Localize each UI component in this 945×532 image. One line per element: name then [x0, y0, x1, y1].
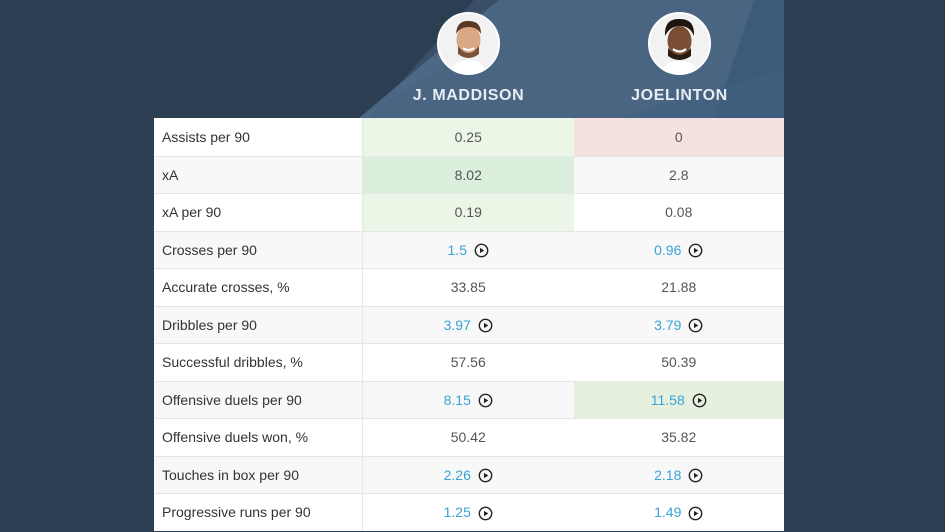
play-video-icon[interactable]	[478, 393, 493, 408]
value-text: 0.08	[665, 204, 693, 221]
play-video-icon[interactable]	[692, 393, 707, 408]
value-text: 50.42	[450, 429, 486, 446]
stat-label: xA	[154, 156, 363, 193]
player-column-header-2: JOELINTON	[574, 0, 784, 118]
player-avatar[interactable]	[648, 12, 711, 75]
player-1-value[interactable]: 8.15	[363, 382, 574, 419]
value-text[interactable]: 1.5	[447, 241, 467, 258]
player-2-value: 50.39	[574, 344, 785, 381]
play-video-icon[interactable]	[478, 468, 493, 483]
table-row: Touches in box per 90 2.26 2.18	[154, 455, 785, 494]
value-text[interactable]: 8.15	[443, 391, 471, 408]
stat-label: Assists per 90	[154, 118, 363, 156]
comparison-header: J. MADDISON JOELINTON	[154, 0, 784, 118]
table-row: Assists per 90 0.25 0	[154, 118, 784, 156]
player-1-value[interactable]: 2.26	[363, 457, 574, 494]
stat-label: Progressive runs per 90	[154, 494, 363, 531]
play-video-icon[interactable]	[474, 243, 489, 258]
value-text: 21.88	[661, 279, 697, 296]
player-photo-joelinton-icon	[650, 14, 709, 73]
player-photo-maddison-icon	[439, 14, 498, 73]
value-text[interactable]: 3.79	[654, 316, 682, 333]
value-text: 57.56	[450, 354, 486, 371]
stat-label: Touches in box per 90	[154, 456, 363, 493]
table-row: Progressive runs per 90 1.25 1.49	[154, 493, 784, 531]
value-text[interactable]: 1.49	[654, 504, 682, 521]
value-text[interactable]: 1.25	[443, 504, 471, 521]
table-row: Dribbles per 90 3.97 3.79	[154, 305, 785, 344]
value-text: 50.39	[661, 354, 697, 371]
table-row: xA 8.02 2.8	[154, 155, 785, 194]
player-2-value[interactable]: 0.96	[574, 232, 785, 269]
value-text: 0.25	[454, 128, 482, 145]
table-row: Offensive duels per 90 8.15 11.58	[154, 380, 784, 419]
play-video-icon[interactable]	[688, 468, 703, 483]
value-text[interactable]: 2.18	[654, 466, 682, 483]
play-video-icon[interactable]	[478, 318, 493, 333]
stat-label: Offensive duels won, %	[154, 419, 363, 456]
table-row: Accurate crosses, % 33.85 21.88	[154, 268, 784, 306]
player-2-value[interactable]: 1.49	[574, 494, 785, 531]
stat-label: xA per 90	[154, 194, 363, 231]
stat-label: Dribbles per 90	[154, 306, 363, 343]
player-avatar[interactable]	[437, 12, 500, 75]
player-1-value[interactable]: 3.97	[363, 307, 574, 344]
player-name[interactable]: JOELINTON	[631, 87, 728, 104]
stat-label: Accurate crosses, %	[154, 269, 363, 306]
player-1-value: 8.02	[363, 156, 574, 193]
player-1-value[interactable]: 1.5	[363, 232, 574, 269]
table-row: Offensive duels won, % 50.42 35.82	[154, 418, 784, 456]
play-video-icon[interactable]	[688, 318, 703, 333]
player-1-value: 50.42	[363, 419, 574, 456]
player-2-value: 0.08	[574, 194, 785, 231]
stat-label: Offensive duels per 90	[154, 381, 363, 418]
player-1-value[interactable]: 1.25	[363, 494, 574, 531]
value-text: 35.82	[661, 429, 697, 446]
value-text[interactable]: 11.58	[650, 391, 685, 408]
player-2-value: 35.82	[574, 419, 785, 456]
play-video-icon[interactable]	[688, 506, 703, 521]
player-1-value: 33.85	[363, 269, 574, 306]
value-text[interactable]: 2.26	[443, 466, 471, 483]
value-text: 2.8	[669, 166, 689, 183]
value-text[interactable]: 3.97	[443, 316, 471, 333]
stats-comparison-table: Assists per 90 0.25 0 xA 8.02 2.8 xA per…	[154, 118, 784, 531]
player-2-value: 2.8	[574, 157, 785, 194]
player-2-value[interactable]: 2.18	[574, 457, 785, 494]
player-name[interactable]: J. MADDISON	[412, 87, 525, 104]
play-video-icon[interactable]	[688, 243, 703, 258]
value-text: 33.85	[450, 279, 486, 296]
player-1-value: 57.56	[363, 344, 574, 381]
value-text: 0.19	[454, 204, 482, 221]
player-2-value: 21.88	[574, 269, 785, 306]
stat-label: Successful dribbles, %	[154, 344, 363, 381]
stat-label: Crosses per 90	[154, 231, 363, 268]
player-2-value: 0	[573, 118, 784, 156]
table-row: xA per 90 0.19 0.08	[154, 193, 784, 231]
player-1-value: 0.25	[363, 118, 574, 156]
player-2-value[interactable]: 11.58	[573, 381, 784, 418]
table-row: Successful dribbles, % 57.56 50.39	[154, 343, 784, 381]
value-text[interactable]: 0.96	[654, 241, 682, 258]
player-1-value: 0.19	[363, 194, 574, 231]
player-2-value[interactable]: 3.79	[574, 307, 785, 344]
table-row: Crosses per 90 1.5 0.96	[154, 230, 785, 269]
value-text: 8.02	[454, 166, 482, 183]
value-text: 0	[674, 128, 683, 145]
play-video-icon[interactable]	[478, 506, 493, 521]
player-column-header-1: J. MADDISON	[363, 0, 574, 118]
